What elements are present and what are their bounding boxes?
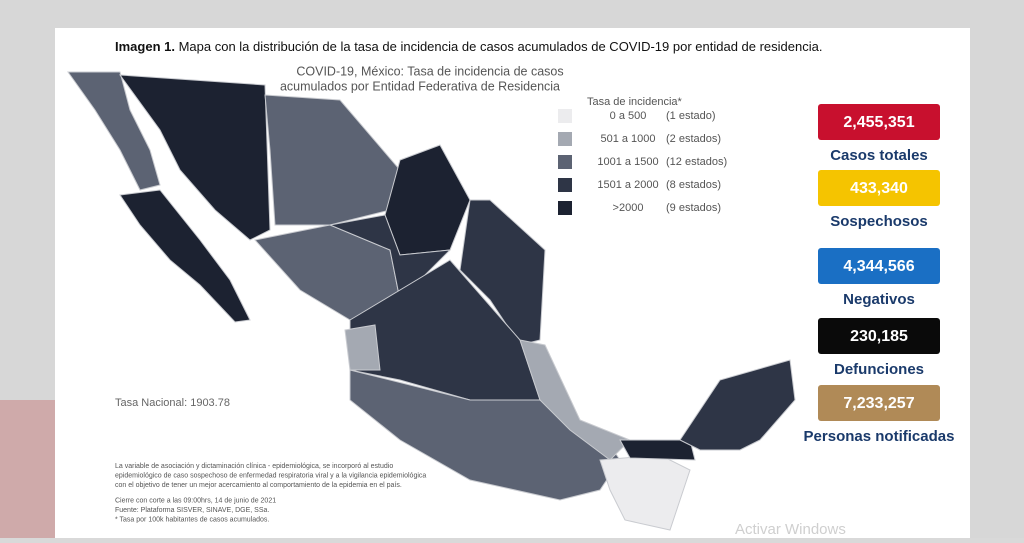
- legend-swatch: [558, 109, 572, 123]
- footnote: La variable de asociación y dictaminació…: [115, 463, 393, 470]
- legend-swatch: [558, 201, 572, 215]
- header-label: Imagen 1.: [115, 39, 175, 54]
- legend-swatch: [558, 155, 572, 169]
- header-title: Mapa con la distribución de la tasa de i…: [179, 39, 823, 54]
- stat-box: [818, 104, 940, 140]
- state: [679, 359, 796, 451]
- stat-value: 4,344,566: [843, 258, 914, 275]
- footnote: Cierre con corte a las 09:00hrs, 14 de j…: [115, 497, 276, 504]
- header: Imagen 1. Mapa con la distribución de la…: [115, 39, 822, 54]
- legend-count: (8 estados): [666, 179, 721, 191]
- map: [67, 71, 796, 531]
- stat-box: [818, 248, 940, 284]
- stat-box: [818, 385, 940, 421]
- legend-count: (9 estados): [666, 202, 721, 214]
- state: [264, 94, 401, 226]
- legend-count: (1 estado): [666, 110, 716, 122]
- legend-range: 0 a 500: [610, 110, 647, 122]
- legend-range: 1501 a 2000: [597, 179, 658, 191]
- watermark: Activar Windows: [735, 521, 846, 538]
- stat-label: Sospechosos: [830, 213, 928, 230]
- national-rate: Tasa Nacional: 1903.78: [115, 397, 230, 409]
- state: [519, 339, 631, 461]
- stat-label: Negativos: [843, 291, 915, 308]
- footnote: * Tasa por 100k habitantes de casos acum…: [115, 516, 269, 523]
- stat-value: 433,340: [850, 180, 908, 197]
- legend-swatch: [558, 178, 572, 192]
- state: [67, 71, 161, 191]
- stat-box: [818, 170, 940, 206]
- stat-box: [818, 318, 940, 354]
- stat-label: Personas notificadas: [804, 428, 955, 445]
- footnote: Fuente: Plataforma SISVER, SINAVE, DGE, …: [115, 507, 269, 514]
- legend-swatch: [558, 132, 572, 146]
- stat-label: Defunciones: [834, 361, 924, 378]
- state: [344, 324, 381, 371]
- footnote: epidemiológico de caso sospechoso de enf…: [115, 472, 426, 479]
- legend-range: 1001 a 1500: [597, 156, 658, 168]
- legend-range: 501 a 1000: [600, 133, 655, 145]
- stat-value: 7,233,257: [843, 395, 914, 412]
- backdrop-blur: [0, 400, 55, 538]
- legend-title: Tasa de incidencia*: [587, 96, 683, 108]
- map-title: COVID-19, México: Tasa de incidencia de …: [296, 64, 563, 78]
- state: [619, 439, 696, 461]
- legend-count: (2 estados): [666, 133, 721, 145]
- legend-range: >2000: [613, 202, 644, 214]
- state: [119, 189, 251, 323]
- state: [349, 369, 621, 501]
- stat-label: Casos totales: [830, 147, 928, 164]
- footnote: con el objetivo de tener un mejor acerca…: [115, 482, 402, 489]
- stat-value: 2,455,351: [843, 114, 914, 131]
- map-title: acumulados por Entidad Federativa de Res…: [280, 79, 560, 93]
- stat-value: 230,185: [850, 328, 908, 345]
- legend-count: (12 estados): [666, 156, 727, 168]
